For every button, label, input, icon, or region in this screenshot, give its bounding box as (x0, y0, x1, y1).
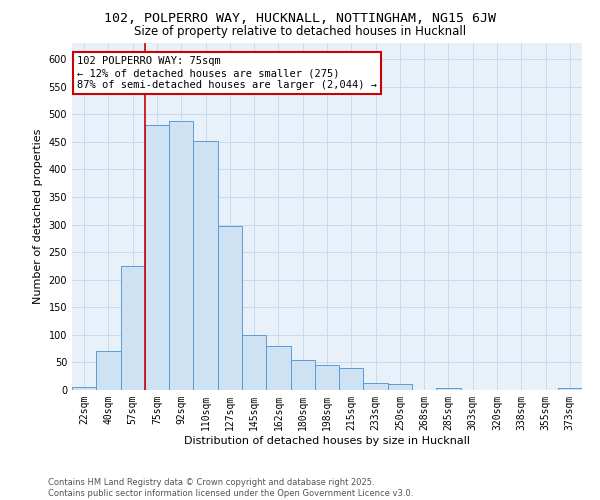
Y-axis label: Number of detached properties: Number of detached properties (33, 128, 43, 304)
Bar (169, 121, 193, 390)
Text: 102, POLPERRO WAY, HUCKNALL, NOTTINGHAM, NG15 6JW: 102, POLPERRO WAY, HUCKNALL, NOTTINGHAM,… (104, 12, 496, 26)
Bar (218, 226, 242, 390)
Bar (96, 352, 121, 390)
Bar (290, 360, 315, 390)
Bar (364, 384, 388, 390)
Bar (193, 140, 218, 390)
Bar (388, 384, 412, 390)
Bar (436, 388, 461, 390)
Bar (266, 346, 290, 390)
Bar (242, 336, 266, 390)
Bar (339, 368, 364, 390)
Bar (145, 125, 169, 390)
Text: Size of property relative to detached houses in Hucknall: Size of property relative to detached ho… (134, 25, 466, 38)
Bar (315, 364, 339, 390)
Bar (72, 387, 96, 390)
Bar (121, 266, 145, 390)
Bar (558, 388, 582, 390)
Text: Contains HM Land Registry data © Crown copyright and database right 2025.
Contai: Contains HM Land Registry data © Crown c… (48, 478, 413, 498)
Text: 102 POLPERRO WAY: 75sqm
← 12% of detached houses are smaller (275)
87% of semi-d: 102 POLPERRO WAY: 75sqm ← 12% of detache… (77, 56, 377, 90)
X-axis label: Distribution of detached houses by size in Hucknall: Distribution of detached houses by size … (184, 436, 470, 446)
